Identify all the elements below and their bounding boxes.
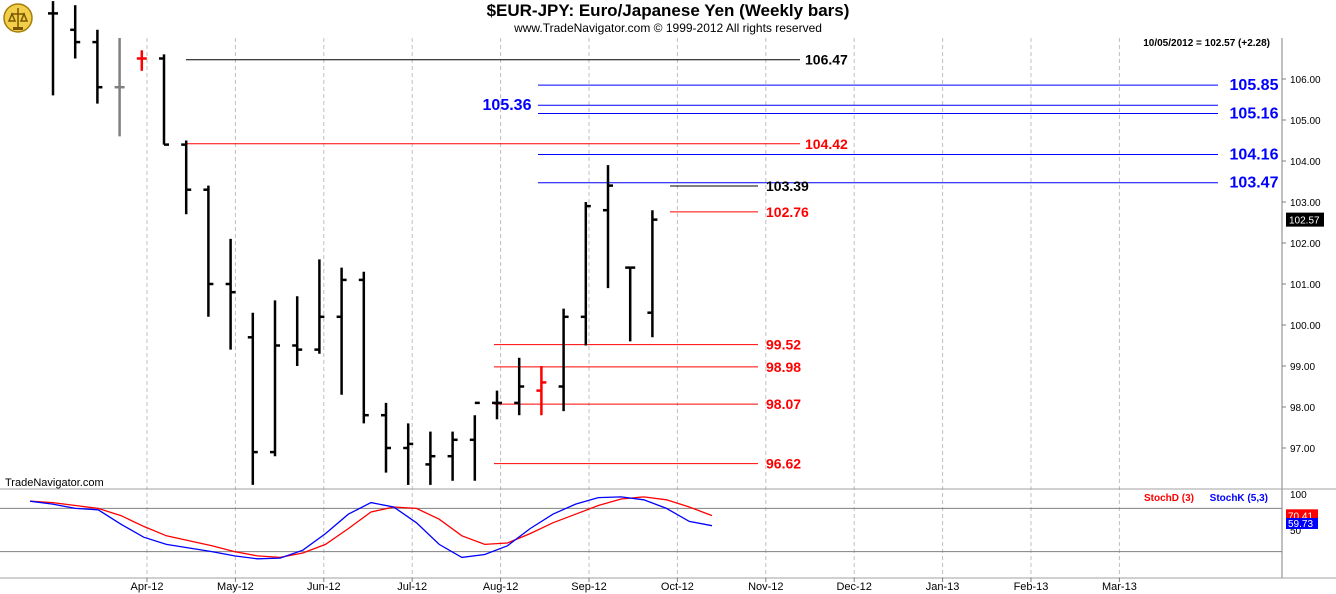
level-label: 103.39 <box>766 178 809 194</box>
ohlc-bar <box>403 423 414 485</box>
date-axis-label: Apr-12 <box>130 581 163 593</box>
level-label: 104.42 <box>805 136 848 152</box>
ohlc-bar <box>203 185 214 317</box>
ohlc-bar <box>292 296 303 366</box>
ohlc-bar <box>492 390 502 420</box>
ohlc-bar <box>70 5 81 59</box>
price-axis: 106.00 105.00 104.00 103.00 102.00 101.00 100.… <box>1143 38 1324 578</box>
ohlc-bar <box>469 401 480 481</box>
price-axis-label: 99.00 <box>1290 362 1315 373</box>
date-axis-label: Oct-12 <box>661 581 694 593</box>
trade-navigator-logo-icon <box>3 2 33 34</box>
date-axis-label: Sep-12 <box>571 581 606 593</box>
date-axis-label: Aug-12 <box>483 581 518 593</box>
stoch-axis-label: 50 <box>1290 526 1302 537</box>
date-axis-label: Feb-13 <box>1014 581 1049 593</box>
ohlc-bar <box>114 38 125 137</box>
date-axis-label: Jul-12 <box>397 581 427 593</box>
date-axis-label: Mar-13 <box>1102 581 1137 593</box>
ohlc-bar <box>447 431 458 481</box>
ohlc-bar <box>336 267 347 395</box>
date-axis-label: Nov-12 <box>748 581 783 593</box>
stoch-d-legend: StochD (3) <box>1144 493 1194 504</box>
watermark-text: TradeNavigator.com <box>5 477 104 489</box>
ohlc-bar <box>92 29 103 104</box>
ohlc-bar <box>181 140 192 215</box>
chart-subtitle: www.TradeNavigator.com © 1999-2012 All r… <box>514 21 822 35</box>
stoch-d-value: 70.41 <box>1288 511 1313 522</box>
level-label: 98.07 <box>766 396 801 412</box>
price-axis-label: 102.00 <box>1290 239 1321 250</box>
price-axis-label: 106.00 <box>1290 75 1321 86</box>
price-axis-label: 104.00 <box>1290 157 1321 168</box>
stoch-k-value: 59.73 <box>1288 519 1313 530</box>
ohlc-bar <box>647 210 658 338</box>
ohlc-bar <box>136 50 147 71</box>
stoch-k-legend: StochK (5,3) <box>1210 493 1268 504</box>
date-axis-label: Jun-12 <box>307 581 341 593</box>
current-price-label: 102.57 <box>1289 216 1320 227</box>
level-lines: 106.47 105.85 105.36 105.16 104.42 104.16 103.… <box>186 52 1279 472</box>
stoch-axis-label: 100 <box>1290 490 1307 501</box>
level-label: 103.47 <box>1230 175 1279 192</box>
ohlc-bar <box>425 431 436 485</box>
price-axis-label: 101.00 <box>1290 280 1321 291</box>
level-label: 105.85 <box>1230 77 1279 94</box>
ohlc-bar <box>48 1 58 96</box>
level-label: 105.16 <box>1230 105 1279 122</box>
ohlc-bar <box>514 357 525 416</box>
level-label: 105.36 <box>483 97 532 114</box>
chart-header: $EUR-JPY: Euro/Japanese Yen (Weekly bars… <box>0 0 1336 36</box>
level-label: 106.47 <box>805 52 848 68</box>
ohlc-bar <box>536 366 547 416</box>
date-axis-label: May-12 <box>217 581 254 593</box>
grid-lines <box>146 38 1120 578</box>
ohlc-bar <box>625 266 636 342</box>
current-price-box <box>1286 212 1324 227</box>
level-label: 96.62 <box>766 456 801 472</box>
stoch-k-line <box>29 496 713 560</box>
ohlc-bar <box>580 202 591 346</box>
ohlc-bar <box>358 271 369 424</box>
price-axis-label: 97.00 <box>1290 444 1315 455</box>
level-label: 104.16 <box>1230 146 1279 163</box>
price-axis-label: 98.00 <box>1290 403 1315 414</box>
price-bars <box>48 1 658 485</box>
ohlc-bar <box>159 54 169 146</box>
chart-title: $EUR-JPY: Euro/Japanese Yen (Weekly bars… <box>486 1 850 20</box>
ohlc-bar <box>603 165 613 289</box>
level-label: 99.52 <box>766 337 801 353</box>
ohlc-bar <box>270 300 280 457</box>
level-label: 98.98 <box>766 359 801 375</box>
ohlc-bar <box>314 259 325 354</box>
price-axis-label: 105.00 <box>1290 116 1321 127</box>
ohlc-bar <box>247 312 258 485</box>
ohlc-bar <box>558 308 569 412</box>
stoch-d-line <box>29 496 713 559</box>
stoch-k-value-box <box>1286 517 1318 529</box>
level-label: 102.76 <box>766 204 809 220</box>
price-axis-label: 100.00 <box>1290 321 1321 332</box>
date-axis-label: Jan-13 <box>926 581 960 593</box>
price-axis-label: 103.00 <box>1290 198 1321 209</box>
ohlc-bar <box>225 238 236 350</box>
date-axis: Apr-12 May-12 Jun-12 Jul-12 Aug-12 Sep-12 Oct-… <box>0 577 1336 593</box>
date-axis-label: Dec-12 <box>836 581 871 593</box>
last-price-readout: 10/05/2012 = 102.57 (+2.28) <box>1143 38 1270 49</box>
ohlc-bar <box>381 402 391 473</box>
